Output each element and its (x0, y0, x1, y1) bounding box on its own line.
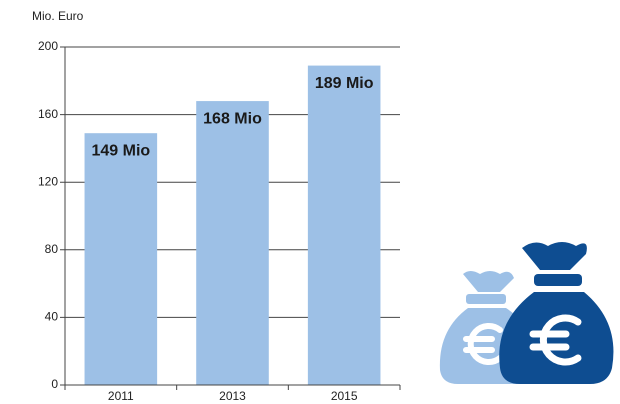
x-tick-label: 2013 (219, 389, 246, 403)
bar (84, 133, 158, 385)
bag-dark (499, 242, 614, 384)
x-tick-label: 2011 (108, 389, 134, 403)
y-tick-label: 120 (38, 174, 58, 188)
value-label: 168 Mio (203, 110, 262, 127)
y-tick-label: 200 (38, 39, 58, 53)
bar (307, 65, 381, 385)
y-tick-label: 40 (45, 310, 59, 324)
value-label: 149 Mio (91, 142, 150, 159)
value-label: 189 Mio (315, 75, 374, 92)
y-axis-label: Mio. Euro (32, 9, 84, 23)
money-bags (439, 242, 614, 384)
y-tick-label: 80 (45, 242, 59, 256)
plot: 0 40 80 120 160 200 2011 149 Mio 2013 168 Mio 2015… (38, 39, 401, 403)
y-tick-label: 0 (51, 377, 58, 391)
bar (196, 101, 269, 385)
y-tick-label: 160 (38, 107, 58, 121)
x-tick-label: 2015 (331, 389, 358, 403)
